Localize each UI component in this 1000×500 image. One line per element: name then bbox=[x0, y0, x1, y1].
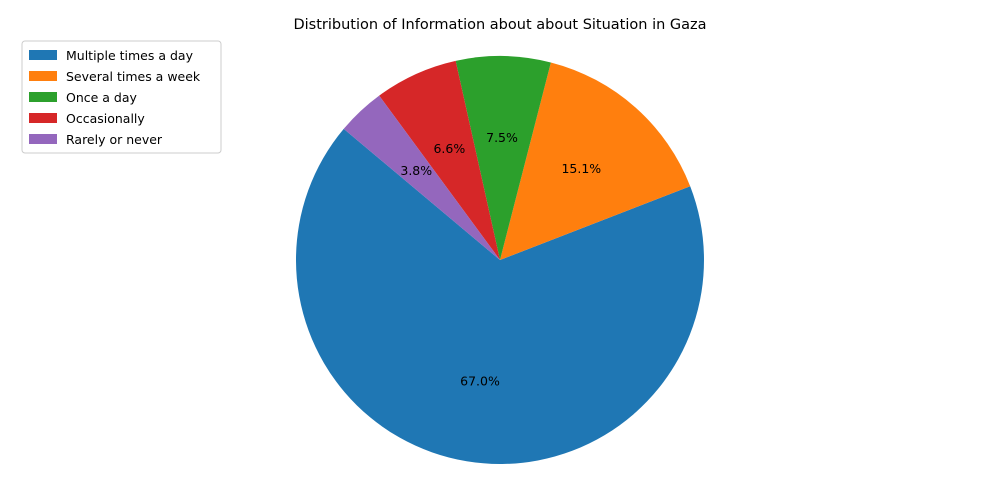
pie-wedges bbox=[295, 55, 704, 465]
pie-slice-once-a-day bbox=[455, 55, 551, 260]
legend-label-several-times-a-week: Several times a week bbox=[66, 69, 201, 84]
percent-label-multiple-times-a-day: 67.0% bbox=[460, 373, 500, 388]
percent-label-rarely-or-never: 3.8% bbox=[400, 163, 432, 178]
chart-title: Distribution of Information about about … bbox=[293, 17, 706, 33]
pie-slice-multiple-times-a-day bbox=[295, 128, 704, 465]
legend-items: Multiple times a day Several times a week… bbox=[29, 48, 201, 147]
legend-swatch-rarely-or-never bbox=[29, 134, 57, 144]
pie-slice-rarely-or-never bbox=[343, 95, 500, 260]
legend-swatch-several-times-a-week bbox=[29, 71, 57, 81]
legend: Multiple times a day Several times a week… bbox=[21, 40, 222, 154]
legend-swatch-multiple-times-a-day bbox=[29, 50, 57, 60]
percent-label-once-a-day: 7.5% bbox=[486, 130, 518, 145]
legend-label-occasionally: Occasionally bbox=[66, 111, 145, 126]
percent-label-occasionally: 6.6% bbox=[433, 141, 465, 156]
pie-slice-occasionally bbox=[379, 60, 500, 260]
percent-label-several-times-a-week: 15.1% bbox=[561, 161, 601, 176]
legend-frame bbox=[21, 40, 222, 154]
legend-label-once-a-day: Once a day bbox=[66, 90, 138, 105]
legend-swatch-occasionally bbox=[29, 113, 57, 123]
legend-label-rarely-or-never: Rarely or never bbox=[66, 132, 163, 147]
pie-slice-several-times-a-week bbox=[500, 62, 691, 260]
pie-percent-labels: 67.0% 15.1% 7.5% 6.6%3.8% bbox=[400, 130, 601, 388]
legend-label-multiple-times-a-day: Multiple times a day bbox=[66, 48, 194, 63]
legend-swatch-once-a-day bbox=[29, 92, 57, 102]
